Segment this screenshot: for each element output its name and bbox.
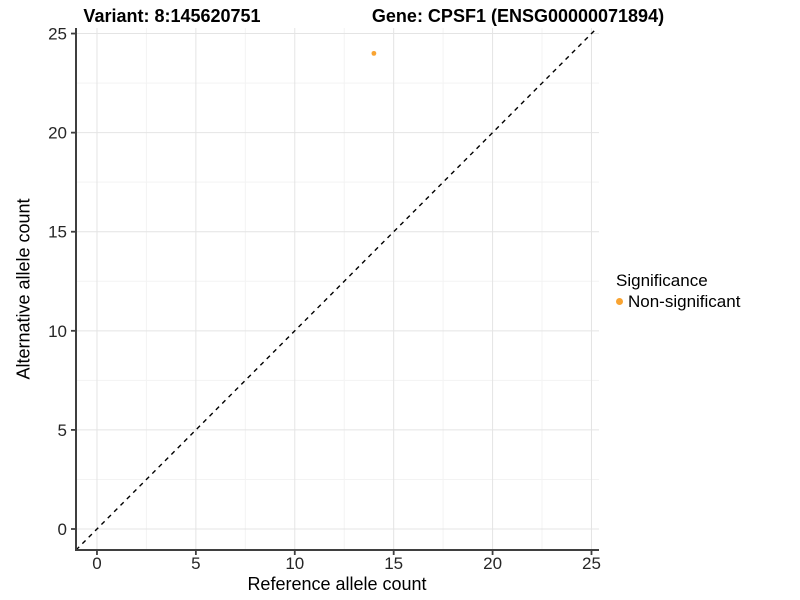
y-tick-label: 25 <box>48 25 67 44</box>
x-tick-label: 10 <box>285 554 304 573</box>
variant-title: Variant: 8:145620751 <box>83 6 261 26</box>
x-tick-label: 20 <box>483 554 502 573</box>
x-tick-label: 25 <box>582 554 601 573</box>
legend-key-dot-icon <box>616 298 623 305</box>
legend-item-non-significant: Non-significant <box>616 291 740 312</box>
legend: Significance Non-significant <box>616 270 740 312</box>
x-tick-label: 15 <box>384 554 403 573</box>
y-tick-label: 20 <box>48 124 67 143</box>
data-point <box>371 50 377 56</box>
legend-title: Significance <box>616 271 708 290</box>
y-tick-label: 15 <box>48 223 67 242</box>
legend-item-label: Non-significant <box>628 292 741 311</box>
x-tick-label: 5 <box>191 554 200 573</box>
x-axis-title: Reference allele count <box>247 574 427 594</box>
y-tick-label: 5 <box>58 421 67 440</box>
x-tick-label: 0 <box>92 554 101 573</box>
identity-line <box>75 27 598 551</box>
y-tick-label: 0 <box>58 520 67 539</box>
panel-background <box>76 28 599 550</box>
y-tick-label: 10 <box>48 322 67 341</box>
gene-title: Gene: CPSF1 (ENSG00000071894) <box>371 6 665 26</box>
y-axis-title: Alternative allele count <box>13 198 34 380</box>
